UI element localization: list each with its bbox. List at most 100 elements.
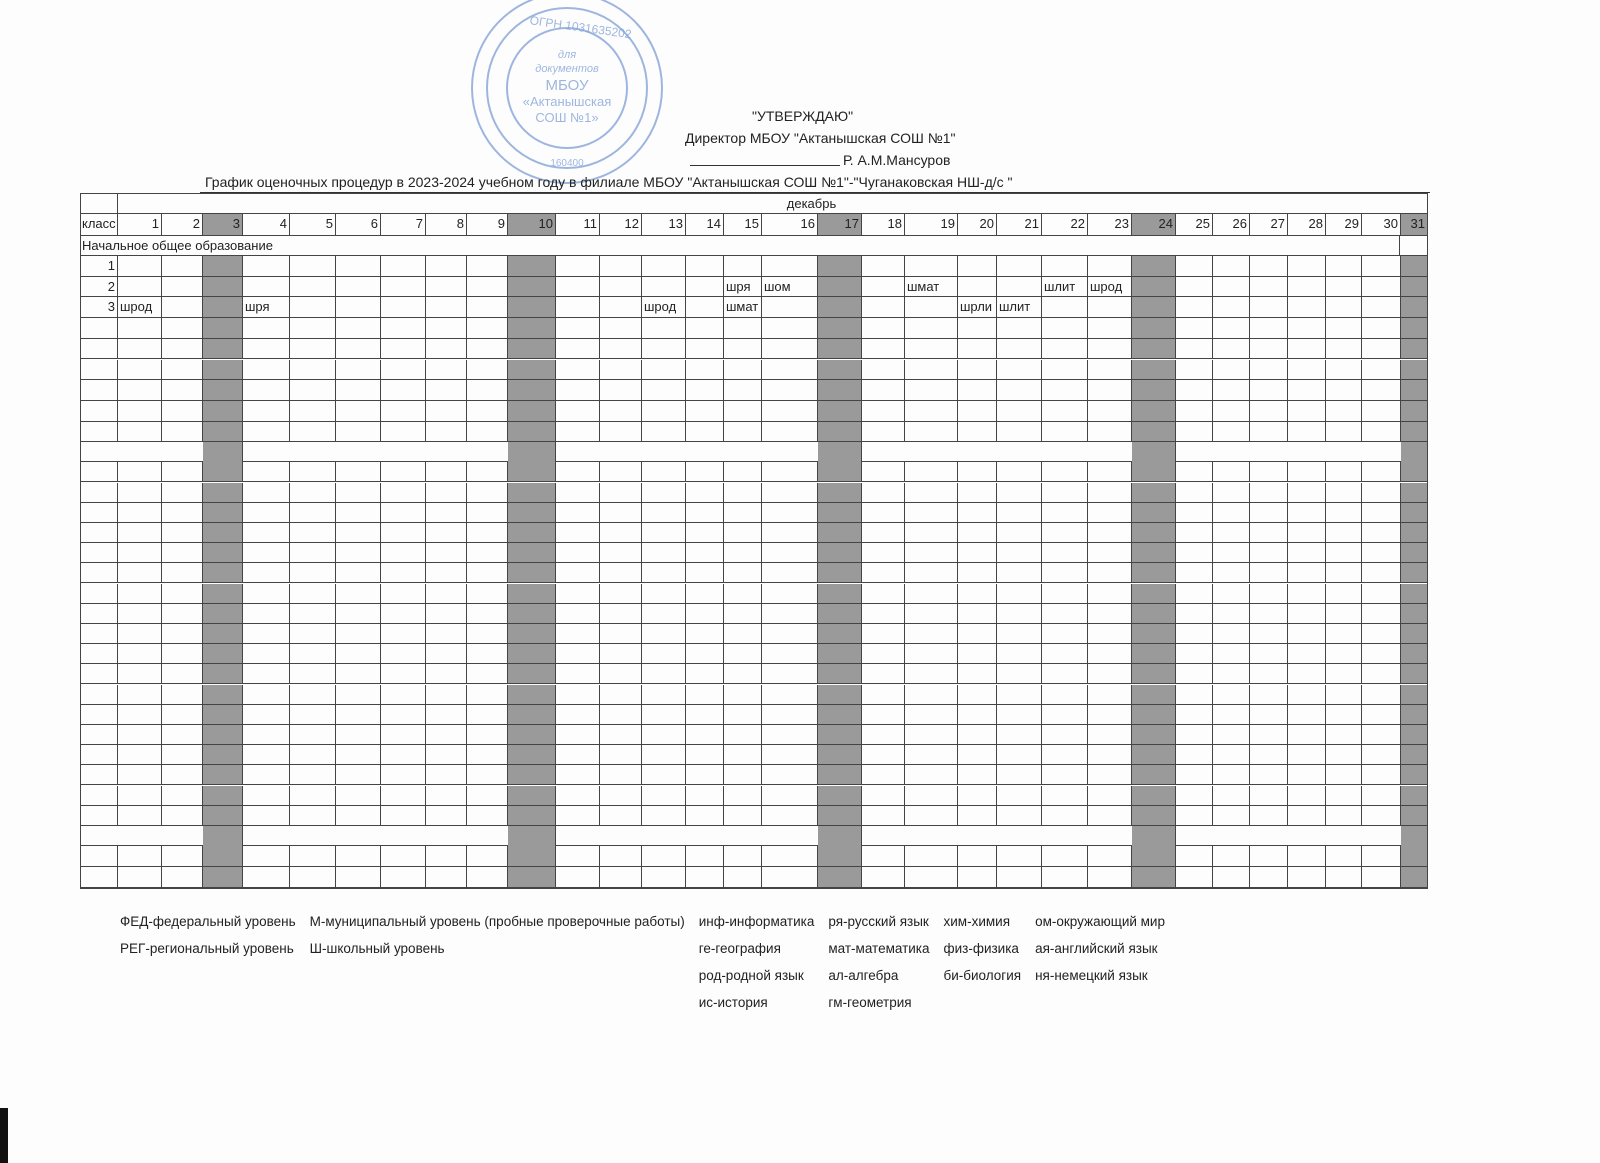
day-cell[interactable] [958,785,997,806]
day-cell[interactable] [290,603,336,624]
day-cell[interactable] [381,380,426,401]
day-cell[interactable] [467,462,508,483]
day-cell[interactable] [556,522,600,544]
assessment-cell[interactable]: шря [724,276,762,298]
day-cell[interactable] [1088,866,1132,889]
day-cell[interactable] [426,462,467,483]
day-cell[interactable] [762,664,818,685]
day-cell[interactable] [1213,359,1250,381]
day-cell[interactable] [905,684,958,705]
day-cell[interactable] [1250,664,1288,685]
day-cell[interactable] [1176,400,1213,422]
assessment-cell[interactable]: шрод [642,297,686,319]
day-cell[interactable] [862,603,905,624]
day-cell[interactable] [686,502,724,523]
day-cell[interactable] [336,543,381,564]
day-cell[interactable] [1042,765,1088,786]
day-cell[interactable] [118,765,162,786]
day-cell[interactable] [336,318,381,339]
day-cell[interactable] [997,421,1042,443]
day-cell[interactable] [467,276,508,298]
day-cell[interactable] [686,745,724,766]
day-cell[interactable] [336,256,381,277]
day-cell[interactable] [336,421,381,443]
day-cell[interactable] [508,785,556,806]
day-cell[interactable] [1288,724,1326,746]
day-cell[interactable] [1250,866,1288,889]
day-cell[interactable] [762,256,818,277]
day-cell[interactable] [162,522,203,544]
day-cell[interactable] [162,785,203,806]
day-cell[interactable] [1176,297,1213,319]
day-cell[interactable] [862,502,905,523]
day-cell[interactable] [556,623,600,645]
day-cell[interactable] [905,664,958,685]
day-cell[interactable] [1213,785,1250,806]
day-cell[interactable] [997,623,1042,645]
day-cell[interactable] [1088,400,1132,422]
day-cell[interactable] [1326,684,1362,705]
day-cell[interactable] [818,603,862,624]
day-cell[interactable] [1088,644,1132,665]
day-cell[interactable] [997,543,1042,564]
day-cell[interactable] [1362,276,1401,298]
day-cell[interactable] [1176,421,1213,443]
day-cell[interactable] [336,745,381,766]
day-cell[interactable] [1250,462,1288,483]
day-cell[interactable] [958,543,997,564]
day-cell[interactable] [381,724,426,746]
day-cell[interactable] [162,380,203,401]
day-cell[interactable] [556,745,600,766]
day-cell[interactable] [118,563,162,584]
day-cell[interactable] [1288,297,1326,319]
day-cell[interactable] [642,400,686,422]
day-cell[interactable] [642,256,686,277]
day-cell[interactable] [381,359,426,381]
day-cell[interactable] [1132,276,1176,298]
day-cell[interactable] [1213,563,1250,584]
day-cell[interactable] [1326,623,1362,645]
day-cell[interactable] [1362,805,1401,826]
day-cell[interactable] [818,400,862,422]
day-cell[interactable] [997,745,1042,766]
day-cell[interactable] [203,603,243,624]
day-cell[interactable] [1088,664,1132,685]
day-cell[interactable] [508,297,556,319]
day-cell[interactable] [336,785,381,806]
day-cell[interactable] [162,644,203,665]
day-cell[interactable] [556,765,600,786]
day-cell[interactable] [467,785,508,806]
day-cell[interactable] [1250,318,1288,339]
day-cell[interactable] [426,684,467,705]
day-cell[interactable] [1213,845,1250,867]
day-cell[interactable] [818,644,862,665]
day-cell[interactable] [290,664,336,685]
day-cell[interactable] [1213,421,1250,443]
day-cell[interactable] [1326,704,1362,725]
day-cell[interactable] [997,845,1042,867]
day-cell[interactable] [243,256,290,277]
day-cell[interactable] [724,785,762,806]
day-cell[interactable] [1288,644,1326,665]
day-cell[interactable] [1362,421,1401,443]
day-cell[interactable] [243,563,290,584]
day-cell[interactable] [1213,482,1250,503]
day-cell[interactable] [118,583,162,604]
day-cell[interactable] [1362,359,1401,381]
day-cell[interactable] [556,256,600,277]
day-cell[interactable] [467,543,508,564]
day-cell[interactable] [724,421,762,443]
day-cell[interactable] [762,380,818,401]
day-cell[interactable] [1288,623,1326,645]
day-cell[interactable] [958,276,997,298]
day-cell[interactable] [162,421,203,443]
day-cell[interactable] [1250,256,1288,277]
day-cell[interactable] [1250,563,1288,584]
day-cell[interactable] [1088,380,1132,401]
day-cell[interactable] [1088,724,1132,746]
day-cell[interactable] [556,502,600,523]
day-cell[interactable] [905,462,958,483]
day-cell[interactable] [556,724,600,746]
day-cell[interactable] [1176,583,1213,604]
day-cell[interactable] [905,563,958,584]
